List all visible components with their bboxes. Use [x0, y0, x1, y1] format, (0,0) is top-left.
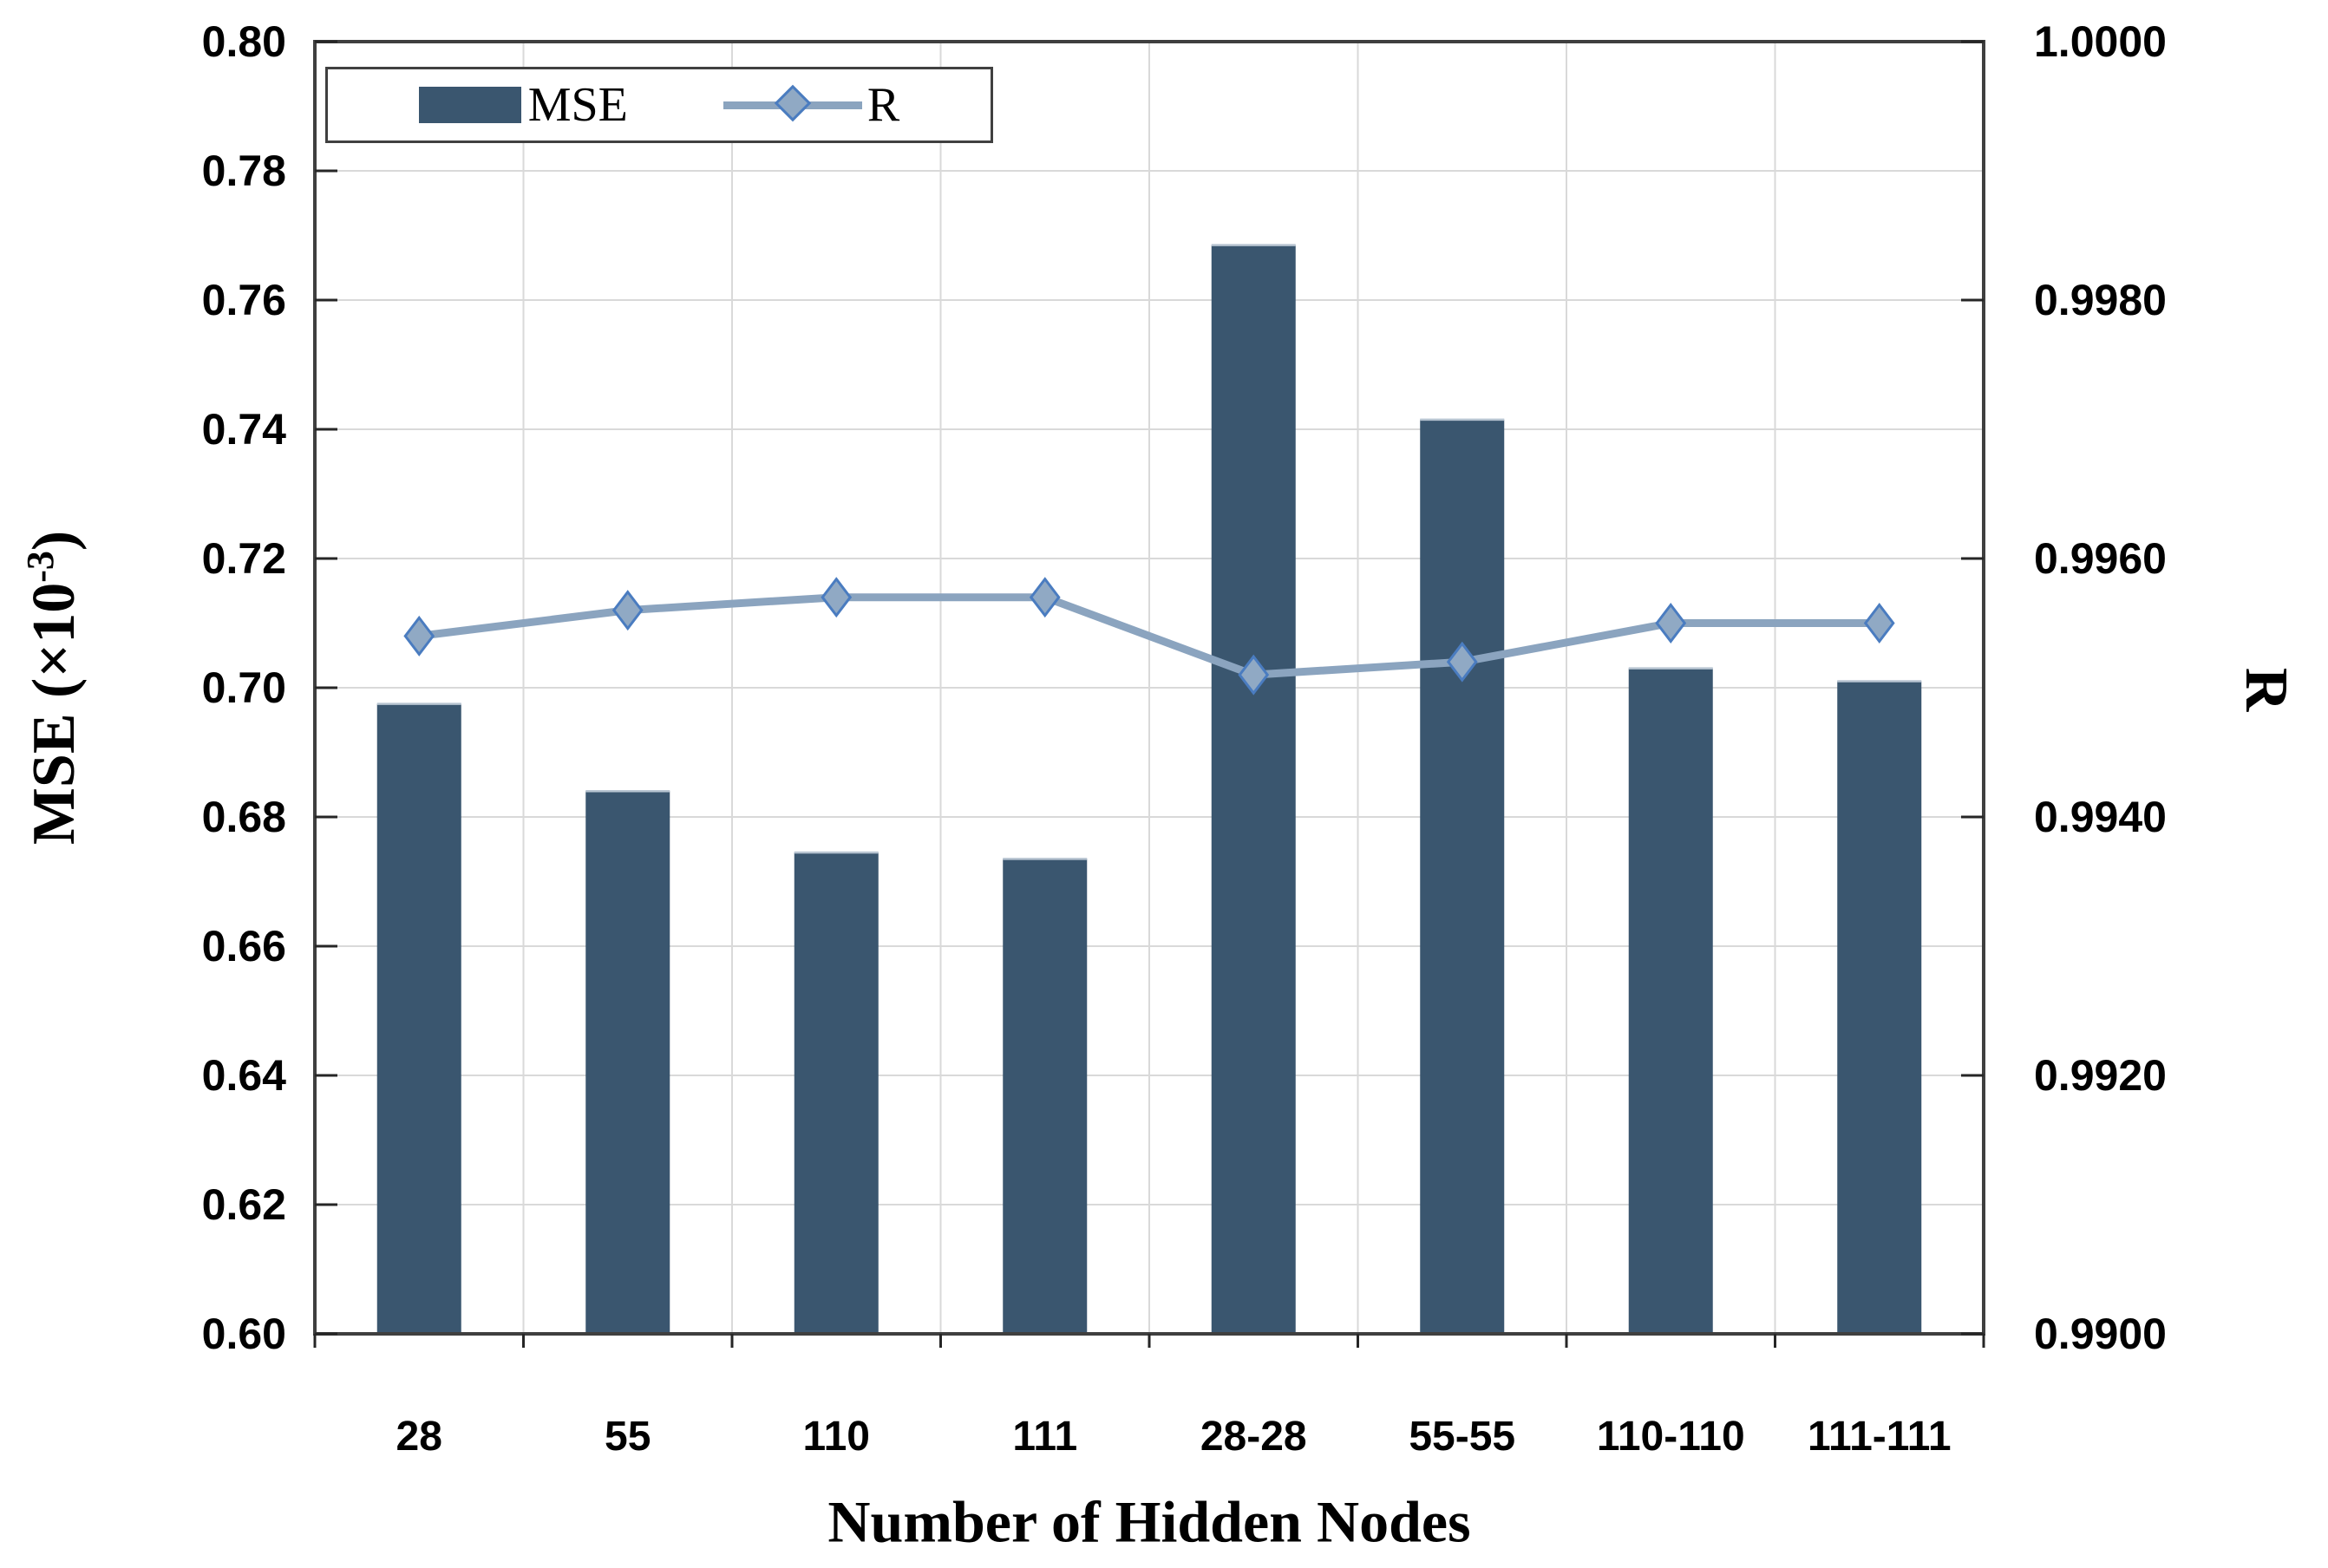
- right-axis-tick-label: 0.9980: [2034, 276, 2167, 324]
- left-axis-tick-label: 0.80: [202, 17, 286, 66]
- x-axis-category-label: 110: [803, 1414, 870, 1460]
- r-marker-111: [1029, 577, 1061, 618]
- bar-110-110: [1628, 668, 1713, 1334]
- r-marker-55: [611, 590, 644, 631]
- mse-bar-swatch-icon: [418, 87, 521, 123]
- bar-55: [585, 791, 670, 1334]
- right-axis-tick-label: 0.9940: [2034, 793, 2167, 841]
- left-axis-tick-label: 0.70: [202, 663, 286, 712]
- x-axis-category-label: 28: [396, 1414, 442, 1460]
- right-axis-tick-label: 1.0000: [2034, 17, 2167, 66]
- left-axis-tick-label: 0.74: [202, 405, 287, 454]
- x-axis-category-label: 55-55: [1409, 1414, 1515, 1460]
- legend-label-mse: MSE: [527, 78, 628, 132]
- bar-111: [1003, 859, 1088, 1334]
- x-axis-title: Number of Hidden Nodes: [827, 1488, 1471, 1555]
- left-axis-title: MSE (×10-3): [18, 531, 89, 845]
- r-marker-111-111: [1863, 603, 1895, 644]
- left-axis-tick-label: 0.66: [202, 922, 286, 970]
- r-marker-55-55: [1446, 641, 1478, 683]
- left-axis-title-exponent: -3: [18, 551, 62, 583]
- right-axis-title: R: [2233, 667, 2299, 712]
- left-axis-tick-label: 0.76: [202, 276, 286, 324]
- left-axis-tick-label: 0.64: [202, 1051, 287, 1100]
- left-axis-tick-label: 0.62: [202, 1180, 286, 1229]
- legend-item-r: R: [723, 81, 899, 129]
- left-axis-title-base: MSE (×10: [21, 582, 88, 846]
- r-marker-110: [821, 577, 853, 618]
- r-marker-28: [403, 615, 435, 657]
- bar-28-28: [1211, 245, 1296, 1334]
- legend-label-r: R: [866, 78, 900, 132]
- r-line-swatch-icon: [723, 84, 862, 123]
- left-axis-tick-label: 0.72: [202, 534, 286, 583]
- bar-111-111: [1837, 681, 1922, 1334]
- bar-28: [376, 703, 461, 1334]
- left-axis-tick-label: 0.68: [202, 793, 286, 841]
- x-axis-category-label: 28-28: [1200, 1414, 1307, 1460]
- bar-110: [794, 852, 879, 1334]
- r-marker-110-110: [1655, 603, 1687, 644]
- left-axis-tick-label: 0.60: [202, 1310, 286, 1358]
- bar-55-55: [1420, 419, 1505, 1335]
- right-axis-tick-label: 0.9900: [2034, 1310, 2167, 1358]
- left-axis-title-close: ): [21, 530, 88, 552]
- right-axis-tick-label: 0.9960: [2034, 534, 2167, 583]
- r-diamond-icon: [774, 84, 812, 122]
- legend: MSE R: [325, 67, 993, 143]
- legend-item-mse: MSE: [418, 78, 628, 132]
- right-axis-tick-label: 0.9920: [2034, 1051, 2167, 1100]
- x-axis-category-label: 111: [1012, 1414, 1077, 1460]
- x-axis-category-label: 111-111: [1808, 1414, 1952, 1460]
- left-axis-tick-label: 0.78: [202, 147, 286, 195]
- r-marker-28-28: [1238, 654, 1270, 696]
- r-line-series: [415, 593, 1884, 679]
- x-axis-category-label: 55: [605, 1414, 651, 1460]
- x-axis-category-label: 110-110: [1597, 1414, 1745, 1460]
